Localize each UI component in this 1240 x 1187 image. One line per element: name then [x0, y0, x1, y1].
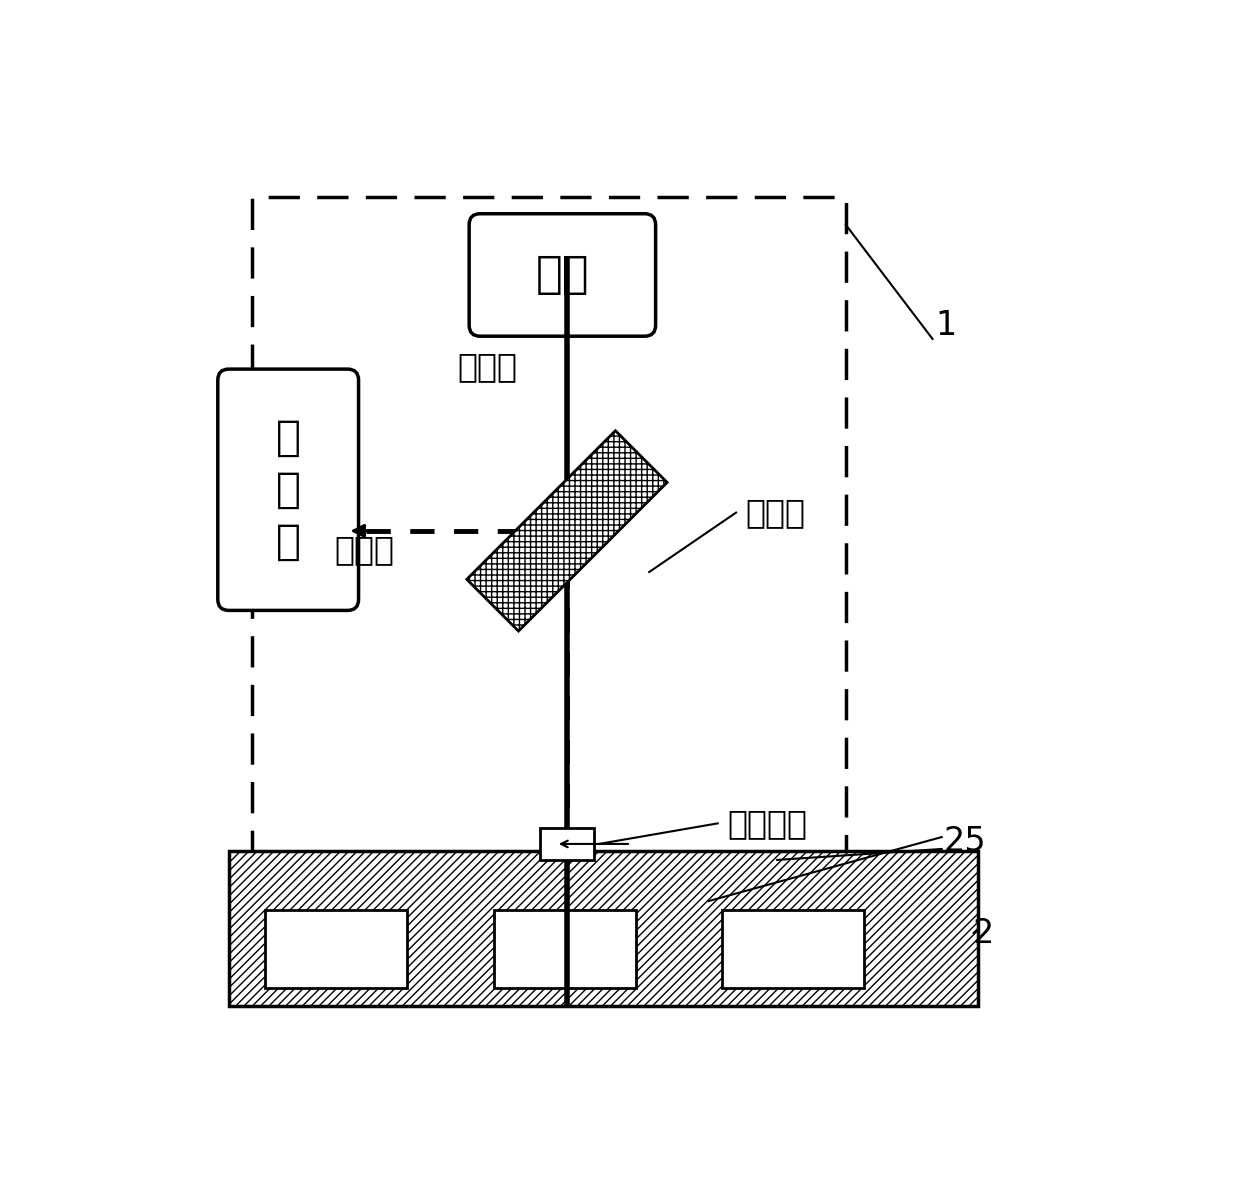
Text: 发射光: 发射光 [334, 533, 394, 566]
Text: 2: 2 [972, 916, 993, 950]
Bar [723, 910, 864, 988]
Bar [494, 910, 635, 988]
Bar [265, 910, 407, 988]
Text: 1: 1 [936, 309, 957, 342]
FancyBboxPatch shape [469, 214, 656, 336]
Text: 分光镜: 分光镜 [745, 496, 805, 529]
Bar [228, 851, 978, 1007]
Text: 25: 25 [944, 825, 986, 858]
Text: 光源: 光源 [536, 254, 589, 297]
Text: 检
测
器: 检 测 器 [275, 417, 300, 563]
Text: 激发光: 激发光 [458, 350, 517, 383]
Bar [539, 829, 594, 859]
Bar [252, 197, 846, 856]
Polygon shape [466, 431, 667, 631]
Text: 检测窗口: 检测窗口 [727, 807, 807, 840]
FancyBboxPatch shape [218, 369, 358, 610]
